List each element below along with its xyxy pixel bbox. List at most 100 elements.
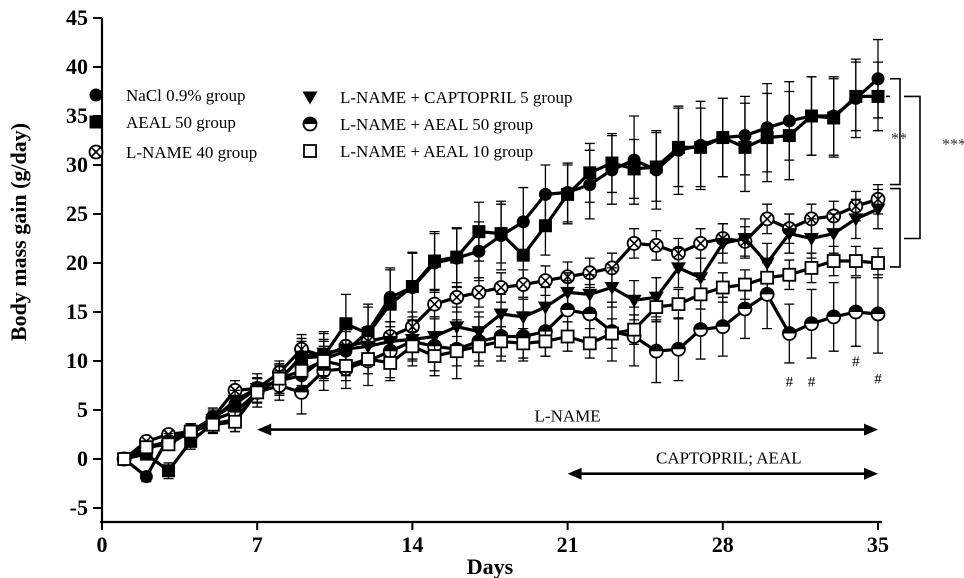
- data-point-fill: [694, 323, 708, 330]
- y-axis-title: Body mass gain (g/day): [6, 123, 31, 341]
- data-point-fill: [804, 317, 818, 324]
- data-point: [737, 233, 753, 246]
- data-point: [693, 322, 709, 338]
- data-point: [582, 306, 598, 322]
- data-point: [781, 326, 797, 341]
- y-tick-label: 20: [66, 250, 88, 275]
- legend-marker: [302, 91, 318, 105]
- treatment-label: CAPTOPRIL; AEAL: [656, 449, 802, 468]
- data-point-cross: [473, 287, 484, 298]
- legend-marker: [89, 115, 103, 129]
- data-point-cross: [695, 238, 706, 249]
- lname-arrow-left-head: [257, 423, 272, 436]
- y-tick-label: 45: [66, 5, 88, 30]
- data-point: [826, 228, 842, 242]
- data-point: [449, 289, 465, 305]
- x-tick-label: 0: [97, 532, 108, 557]
- y-tick-label: 35: [66, 103, 88, 128]
- hash-marker: #: [852, 354, 860, 370]
- data-point: [405, 280, 419, 294]
- x-tick-label: 35: [867, 532, 889, 557]
- data-point: [272, 371, 287, 386]
- sig-bracket-inner: [890, 77, 901, 186]
- hash-marker: #: [786, 375, 794, 391]
- y-tick-label: 25: [66, 201, 88, 226]
- data-point: [782, 129, 796, 143]
- data-point-cross: [762, 213, 773, 224]
- data-point: [560, 329, 575, 344]
- data-point: [117, 452, 132, 466]
- data-point: [161, 437, 176, 452]
- data-point: [428, 254, 442, 268]
- data-point: [139, 440, 154, 455]
- data-point: [560, 302, 575, 318]
- data-point-fill: [871, 307, 885, 314]
- legend-item-3: L-NAME 40 group: [88, 143, 257, 162]
- data-point: [227, 394, 243, 408]
- data-point: [493, 280, 509, 295]
- data-point: [183, 424, 198, 439]
- data-point: [804, 260, 819, 275]
- data-point: [605, 326, 619, 341]
- data-point: [627, 322, 642, 337]
- data-point: [338, 358, 353, 373]
- data-point: [648, 343, 664, 359]
- data-point: [781, 228, 797, 242]
- data-point: [626, 235, 642, 251]
- data-point: [538, 219, 552, 233]
- data-point-cross: [451, 292, 462, 303]
- data-point: [848, 213, 864, 227]
- data-point: [693, 272, 709, 286]
- data-point: [804, 109, 818, 123]
- y-tick-label: 15: [66, 299, 88, 324]
- data-point: [538, 273, 553, 289]
- treatment-arrow-left-head: [567, 467, 582, 480]
- treatment-arrow: [567, 467, 878, 480]
- hash-marker: #: [808, 375, 816, 391]
- y-tick-label: 30: [66, 152, 88, 177]
- data-point: [472, 225, 486, 239]
- data-point: [626, 294, 642, 308]
- data-point: [671, 297, 686, 312]
- data-point: [162, 464, 176, 478]
- data-point-cross: [540, 275, 551, 286]
- data-point: [361, 352, 375, 366]
- data-point: [427, 349, 442, 364]
- data-point: [782, 267, 797, 282]
- data-point: [339, 317, 353, 331]
- data-point: [472, 339, 486, 354]
- legend-label: L-NAME + CAPTOPRIL 5 group: [340, 88, 572, 107]
- data-point: [516, 336, 531, 351]
- legend-marker: [89, 88, 103, 102]
- lname-arrow-right-head: [864, 423, 878, 436]
- data-point: [471, 284, 487, 300]
- data-point: [648, 237, 664, 253]
- data-point: [604, 282, 620, 295]
- legend: NaCl 0.9% group AEAL 50 group L-NAME 40 gr…: [88, 86, 572, 162]
- data-point: [516, 248, 530, 262]
- data-point-fill: [295, 385, 309, 393]
- data-point: [205, 417, 220, 432]
- data-point-cross: [429, 299, 440, 310]
- data-point: [694, 140, 708, 154]
- data-point: [561, 187, 575, 201]
- data-point: [826, 309, 842, 325]
- legend-marker: [88, 144, 104, 160]
- data-point: [538, 187, 552, 201]
- sig-bracket-low: [890, 187, 901, 268]
- plot-lines: [116, 38, 886, 484]
- data-point: [139, 470, 153, 484]
- data-point: [738, 140, 752, 154]
- data-point: [738, 277, 752, 292]
- data-point: [737, 301, 753, 317]
- data-point-cross: [629, 238, 640, 249]
- y-tick-label: 10: [66, 348, 88, 373]
- legend-item-2: AEAL 50 group: [89, 113, 236, 132]
- data-point: [870, 203, 886, 217]
- sig-inner-label: **: [891, 130, 907, 147]
- data-point-fill: [782, 327, 796, 334]
- data-point-fill: [583, 307, 597, 314]
- legend-item-5: L-NAME + AEAL 50 group: [302, 115, 533, 134]
- x-tick-label: 28: [712, 532, 734, 557]
